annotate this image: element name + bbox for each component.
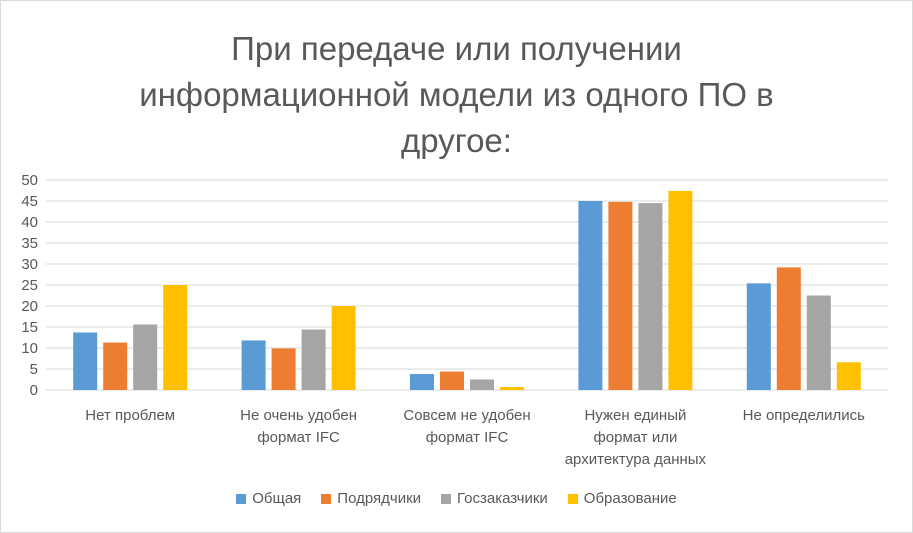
legend-label: Подрядчики bbox=[337, 490, 422, 507]
bar bbox=[241, 340, 266, 390]
x-tick-label: Нет проблем bbox=[85, 407, 175, 424]
y-tick-label: 15 bbox=[21, 319, 38, 336]
x-tick-label: Не определились bbox=[743, 407, 866, 424]
bar bbox=[578, 201, 603, 390]
chart-legend: Общая Подрядчики Госзаказчики Образование bbox=[0, 490, 913, 507]
legend-item: Образование bbox=[567, 490, 677, 507]
bar bbox=[776, 267, 801, 390]
x-tick-label: формат IFC bbox=[257, 429, 340, 446]
legend-label: Образование bbox=[583, 490, 677, 507]
legend-label: Общая bbox=[252, 490, 302, 507]
x-tick-label: Не очень удобен bbox=[240, 407, 357, 424]
legend-swatch bbox=[441, 493, 452, 504]
y-tick-label: 35 bbox=[21, 235, 38, 252]
bar bbox=[301, 329, 326, 390]
legend-item: Общая bbox=[236, 490, 301, 507]
bar bbox=[746, 283, 771, 390]
bar bbox=[638, 203, 663, 390]
bar bbox=[271, 348, 296, 390]
bar bbox=[73, 332, 98, 390]
y-tick-label: 0 bbox=[30, 382, 38, 399]
bar bbox=[500, 387, 524, 390]
chart-title: При передаче или получении информационно… bbox=[139, 30, 774, 159]
legend-item: Госзаказчики bbox=[441, 490, 548, 507]
bar bbox=[836, 362, 861, 390]
legend-swatch bbox=[321, 493, 332, 504]
legend-swatch bbox=[567, 493, 578, 504]
y-tick-label: 50 bbox=[21, 172, 38, 189]
x-tick-label: архитектура данных bbox=[565, 451, 707, 468]
x-tick-label: Нужен единый bbox=[584, 407, 686, 424]
bar bbox=[806, 295, 831, 390]
bar bbox=[331, 306, 356, 390]
y-tick-label: 25 bbox=[21, 277, 38, 294]
y-tick-label: 40 bbox=[21, 214, 38, 231]
bar bbox=[410, 374, 434, 390]
y-tick-label: 5 bbox=[30, 361, 38, 378]
y-tick-label: 30 bbox=[21, 256, 38, 273]
x-tick-label: формат или bbox=[593, 429, 677, 446]
x-tick-label: Совсем не удобен bbox=[403, 407, 530, 424]
y-tick-label: 10 bbox=[21, 340, 38, 357]
legend-label: Госзаказчики bbox=[457, 490, 548, 507]
x-tick-label: формат IFC bbox=[426, 429, 509, 446]
bar bbox=[440, 371, 464, 390]
bar bbox=[668, 190, 693, 390]
bar bbox=[470, 379, 494, 390]
y-tick-label: 45 bbox=[21, 193, 38, 210]
legend-swatch bbox=[236, 493, 247, 504]
bar bbox=[163, 285, 188, 390]
bar bbox=[103, 342, 128, 390]
bar bbox=[608, 201, 633, 390]
legend-item: Подрядчики bbox=[321, 490, 421, 507]
bar bbox=[133, 324, 158, 390]
y-tick-label: 20 bbox=[21, 298, 38, 315]
